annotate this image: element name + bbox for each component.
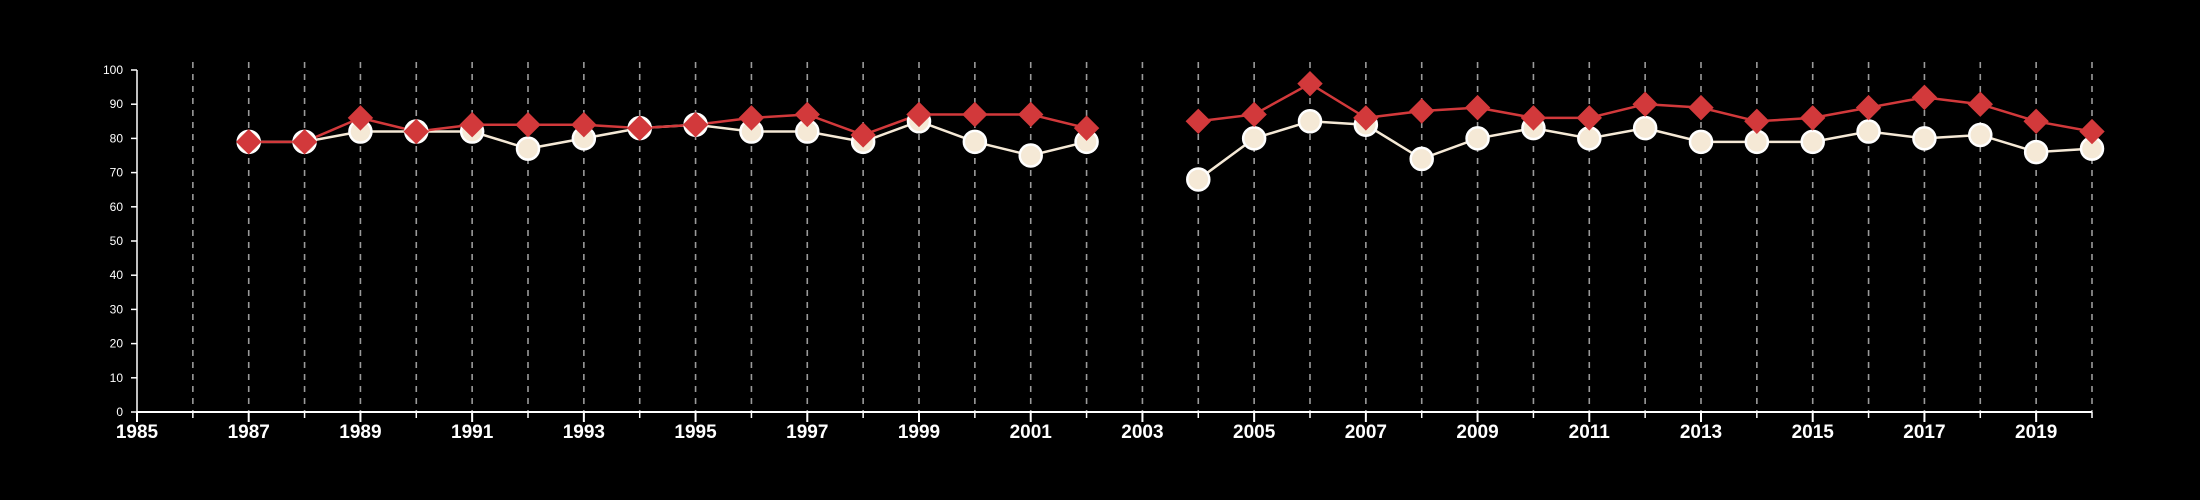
data-point <box>2023 139 2049 165</box>
data-point <box>1073 115 1100 141</box>
data-point <box>794 101 820 128</box>
data-point <box>571 112 597 138</box>
data-point <box>1912 126 1937 151</box>
data-point <box>1576 105 1602 131</box>
data-point <box>459 112 485 138</box>
data-point <box>515 112 541 138</box>
x-tick-label: 2019 <box>2015 422 2057 443</box>
data-point <box>1632 115 1658 141</box>
data-point <box>1409 146 1434 172</box>
data-point <box>906 101 932 128</box>
data-point <box>1968 122 1993 148</box>
data-point <box>2079 118 2105 145</box>
y-tick-label: 70 <box>110 166 124 180</box>
axes: 0 10 20 30 40 50 60 70 80 90 100 1985 1987 1989 1991 19… <box>103 63 2093 443</box>
x-tick-label: 2009 <box>1456 422 1498 443</box>
data-point <box>1409 98 1435 124</box>
data-point <box>1465 126 1490 151</box>
data-point <box>236 129 262 155</box>
y-tick-label: 40 <box>110 268 124 282</box>
data-point <box>962 101 988 128</box>
y-tick-label: 30 <box>110 302 124 316</box>
data-point <box>1688 94 1714 121</box>
vertical-gridlines <box>192 62 2093 412</box>
x-tick-label: 2005 <box>1233 422 1276 443</box>
x-tick-label: 2015 <box>1792 422 1835 443</box>
y-tick-label: 10 <box>110 371 124 385</box>
x-tick-label: 1989 <box>339 422 381 443</box>
data-series <box>236 70 2105 192</box>
x-tick-label: 2003 <box>1121 422 1163 443</box>
data-point <box>2023 108 2049 135</box>
x-tick-label: 2013 <box>1680 422 1722 443</box>
series-line <box>248 113 1087 144</box>
data-point <box>291 129 318 155</box>
data-point <box>738 105 765 131</box>
data-point <box>1744 108 1770 135</box>
y-tick-label: 100 <box>103 63 123 77</box>
x-tick-label: 2001 <box>1010 422 1053 443</box>
data-point <box>1018 143 1043 168</box>
y-tick-label: 80 <box>110 131 124 145</box>
data-point <box>1911 84 1938 111</box>
y-tick-label: 60 <box>110 200 124 214</box>
x-tick-label: 2017 <box>1903 422 1945 443</box>
y-tick-label: 0 <box>116 405 123 419</box>
data-point <box>1464 94 1491 121</box>
data-point <box>1800 129 1825 155</box>
data-point <box>1520 105 1547 131</box>
data-point <box>1744 129 1770 155</box>
y-tick-label: 50 <box>110 234 124 248</box>
x-tick-label: 1995 <box>674 422 717 443</box>
data-point <box>1632 91 1658 117</box>
data-point <box>682 112 709 138</box>
x-tick-label: 1985 <box>116 422 159 443</box>
x-tick-label: 2007 <box>1345 422 1387 443</box>
x-tick-label: 1997 <box>786 422 828 443</box>
data-point <box>403 118 429 145</box>
data-point <box>1186 167 1211 192</box>
y-tick-label: 90 <box>110 97 124 111</box>
data-point <box>1967 91 1993 117</box>
data-point <box>1297 109 1323 134</box>
x-tick-label: 1999 <box>898 422 940 443</box>
data-point <box>347 105 374 131</box>
x-tick-label: 2011 <box>1569 422 1611 443</box>
data-point <box>1018 101 1044 128</box>
data-point <box>1800 105 1826 131</box>
data-point <box>1353 105 1379 131</box>
data-point <box>1241 126 1267 151</box>
data-point <box>515 136 541 161</box>
x-tick-label: 1993 <box>563 422 605 443</box>
data-point <box>1185 108 1211 135</box>
data-point <box>1855 94 1882 121</box>
y-tick-label: 20 <box>110 337 124 351</box>
x-tick-label: 1991 <box>451 422 494 443</box>
data-point <box>962 129 988 155</box>
data-point <box>1577 126 1602 151</box>
x-tick-label: 1987 <box>228 422 270 443</box>
data-point <box>1856 119 1881 144</box>
data-point <box>627 115 653 141</box>
data-point <box>1297 70 1323 97</box>
data-point <box>1241 101 1267 128</box>
data-point <box>850 122 876 148</box>
data-point <box>1688 129 1714 155</box>
